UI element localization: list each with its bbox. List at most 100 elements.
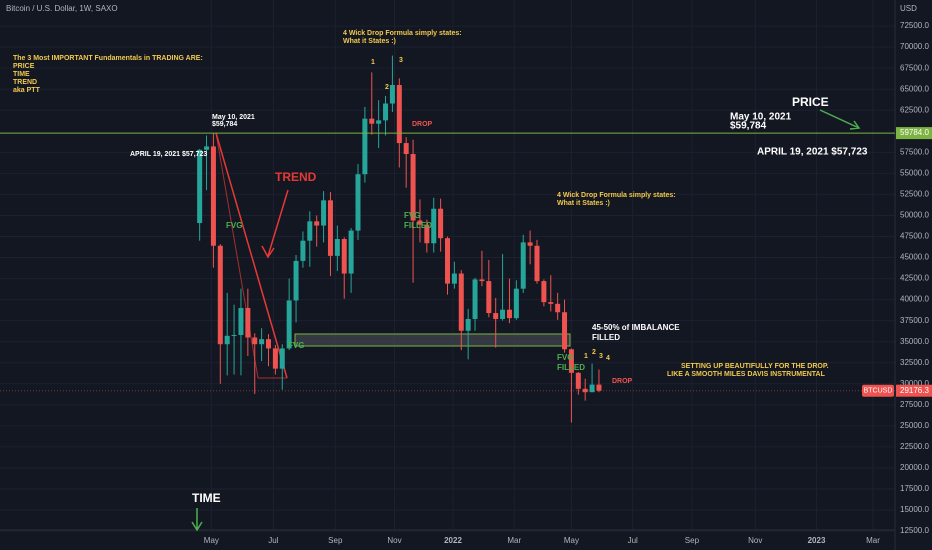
y-tick-label: 17500.0 xyxy=(900,484,929,493)
x-tick-label: Nov xyxy=(387,536,401,545)
y-tick-label: 70000.0 xyxy=(900,42,929,51)
candle-body xyxy=(307,221,313,241)
note: APRIL 19, 2021 $57,723 xyxy=(130,151,207,158)
imbalance-zone xyxy=(294,333,571,347)
candle-body xyxy=(231,334,237,336)
y-tick-label: 30000.0 xyxy=(900,379,929,388)
note: FILLED xyxy=(557,363,585,372)
price-arrow xyxy=(819,109,861,130)
candle-body xyxy=(568,349,574,373)
candle-body xyxy=(575,372,581,389)
trend-line xyxy=(215,132,288,379)
candle-body xyxy=(334,239,340,256)
candle-body xyxy=(252,337,258,345)
y-tick-label: 62500.0 xyxy=(900,105,929,114)
candle-body xyxy=(369,118,375,124)
candle-body xyxy=(321,200,327,226)
note: FVG xyxy=(288,341,304,350)
y-tick-label: 37500.0 xyxy=(900,316,929,325)
candle-body xyxy=(300,240,306,261)
y-tick-label: 45000.0 xyxy=(900,253,929,262)
candle-body xyxy=(458,273,464,331)
candle-body xyxy=(520,242,526,289)
y-tick-label: 65000.0 xyxy=(900,84,929,93)
y-tick-label: 22500.0 xyxy=(900,442,929,451)
candle-body xyxy=(500,309,506,319)
y-tick-label: 27500.0 xyxy=(900,400,929,409)
symbol-label: BTCUSD xyxy=(864,388,893,395)
level-label-box xyxy=(896,127,932,140)
note: 4 Wick Drop Formula simply states: xyxy=(343,30,462,37)
candle-body xyxy=(548,302,554,304)
count: 4 xyxy=(606,355,610,362)
note: The 3 Most IMPORTANT Fundamentals in TRA… xyxy=(13,55,203,62)
candle-body xyxy=(410,154,416,221)
chart-title: Bitcoin / U.S. Dollar, 1W, SAXO xyxy=(6,4,118,13)
x-tick-label: 2023 xyxy=(808,536,826,545)
y-tick-label: 50000.0 xyxy=(900,211,929,220)
candle-body xyxy=(417,220,423,225)
candle-body xyxy=(348,230,354,274)
note: May 10, 2021 xyxy=(212,114,255,121)
note: FILLED xyxy=(592,333,620,342)
candle-body xyxy=(197,149,203,224)
y-tick-label: 12500.0 xyxy=(900,526,929,535)
y-tick-label: 57500.0 xyxy=(900,147,929,156)
candle-body xyxy=(396,85,402,144)
x-tick-label: May xyxy=(204,536,219,545)
note: aka PTT xyxy=(13,87,41,94)
count: 3 xyxy=(399,57,403,64)
note: $59,784 xyxy=(730,121,767,132)
candle-body xyxy=(589,384,595,393)
count: 1 xyxy=(371,59,375,66)
candle-body xyxy=(555,303,561,313)
note: LIKE A SMOOTH MILES DAVIS INSTRUMENTAL xyxy=(667,371,826,378)
count: 2 xyxy=(385,84,389,91)
axis-unit: USD xyxy=(900,4,917,13)
candle-body xyxy=(314,221,320,226)
candle-body xyxy=(486,281,492,314)
x-tick-label: Mar xyxy=(866,536,880,545)
candle-body xyxy=(451,273,457,284)
level-label: 59784.0 xyxy=(900,128,929,137)
candle-body xyxy=(472,279,478,319)
count: 2 xyxy=(592,349,596,356)
note: PRICE xyxy=(792,95,829,109)
note: TIME xyxy=(13,71,30,78)
x-tick-label: May xyxy=(564,536,579,545)
y-tick-label: 15000.0 xyxy=(900,505,929,514)
note: FILLED xyxy=(404,221,432,230)
x-tick-label: Jul xyxy=(628,536,638,545)
y-tick-label: 20000.0 xyxy=(900,463,929,472)
y-tick-label: 25000.0 xyxy=(900,421,929,430)
candle-body xyxy=(403,143,409,155)
candle-body xyxy=(293,260,299,301)
y-tick-label: 35000.0 xyxy=(900,337,929,346)
candle-body xyxy=(217,245,223,345)
y-tick-label: 52500.0 xyxy=(900,190,929,199)
candle-body xyxy=(383,103,389,121)
note: What it States :) xyxy=(343,38,396,45)
note: TREND xyxy=(13,79,37,86)
y-tick-label: 32500.0 xyxy=(900,358,929,367)
candle-body xyxy=(465,318,471,331)
candle-body xyxy=(376,120,382,124)
candle-body xyxy=(238,308,244,335)
candle-body xyxy=(259,339,265,345)
candle-body xyxy=(210,146,216,246)
candle-body xyxy=(279,348,285,369)
x-tick-label: Mar xyxy=(507,536,521,545)
candle-body xyxy=(389,85,395,104)
candle-body xyxy=(493,313,499,319)
candle-body xyxy=(479,279,485,282)
y-tick-label: 67500.0 xyxy=(900,63,929,72)
candle-body xyxy=(424,224,430,244)
candle-body xyxy=(438,208,444,239)
note: What it States :) xyxy=(557,200,610,207)
candle-body xyxy=(596,384,602,391)
y-tick-label: 72500.0 xyxy=(900,21,929,30)
note: SETTING UP BEAUTIFULLY FOR THE DROP. xyxy=(681,363,829,370)
note: TREND xyxy=(275,170,317,184)
y-tick-label: 42500.0 xyxy=(900,274,929,283)
